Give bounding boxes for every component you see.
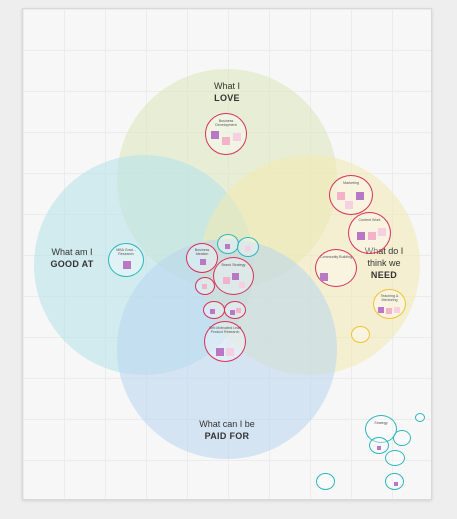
cluster-teal-br-6[interactable] (385, 473, 404, 490)
sticky-note[interactable] (345, 201, 353, 209)
sticky-note[interactable] (202, 284, 207, 289)
need-label: What do I think we NEED (358, 245, 410, 281)
sticky-note[interactable] (245, 246, 250, 251)
good-at-label: What am I GOOD AT (41, 246, 103, 270)
need-line1: What do I (364, 246, 404, 256)
paid-label: What can I be PAID FOR (191, 418, 263, 442)
sticky-note[interactable] (216, 348, 224, 356)
sticky-note[interactable] (222, 137, 230, 145)
sticky-note[interactable] (378, 307, 384, 313)
cluster-teal-bottom-left[interactable] (316, 473, 335, 490)
cluster-label: Content Work (358, 218, 381, 222)
sticky-note[interactable] (210, 309, 215, 314)
cluster-content-work[interactable]: Content Work (348, 212, 391, 254)
cluster-brand-strategy[interactable]: Brand Strategy (213, 257, 254, 295)
sticky-note[interactable] (239, 282, 245, 288)
need-line2: think we (367, 258, 401, 268)
sticky-note[interactable] (357, 232, 365, 240)
sticky-note[interactable] (226, 348, 234, 356)
sticky-note[interactable] (225, 244, 230, 249)
sticky-note[interactable] (123, 261, 131, 269)
sticky-note[interactable] (386, 308, 392, 314)
sticky-note[interactable] (320, 273, 328, 281)
cluster-creative[interactable] (224, 301, 246, 319)
cluster-small-red-left[interactable] (195, 277, 215, 295)
cluster-label: Community Building (320, 255, 352, 259)
cluster-label: Teaching & Mentoring (380, 294, 399, 303)
sticky-note[interactable] (394, 482, 398, 486)
cluster-self-motivated[interactable]: Self-Motivated Lead Product Research (204, 321, 246, 362)
cluster-small-teal-right[interactable] (237, 237, 259, 257)
sticky-note[interactable] (233, 133, 241, 141)
sticky-note[interactable] (337, 192, 345, 200)
need-line3: NEED (370, 270, 398, 280)
sticky-note[interactable] (236, 308, 241, 313)
cluster-teal-br-5[interactable] (415, 413, 425, 422)
sticky-note[interactable] (223, 277, 230, 284)
cluster-teal-br-3[interactable] (369, 437, 389, 454)
love-label: What I LOVE (201, 80, 253, 104)
cluster-label: MBA Grad... Research (116, 248, 136, 257)
cluster-community-building[interactable]: Community Building (315, 249, 357, 287)
cluster-label: Marketing (343, 181, 359, 185)
sticky-note[interactable] (368, 232, 376, 240)
cluster-teal-br-4[interactable] (385, 450, 405, 466)
cluster-business-development[interactable]: Business Development (205, 113, 247, 155)
sticky-note[interactable] (200, 259, 206, 265)
love-line2: LOVE (214, 93, 240, 103)
cluster-team-operations[interactable] (203, 301, 225, 319)
sticky-note[interactable] (377, 446, 381, 450)
cluster-label: Business Ideation (194, 248, 210, 257)
cluster-teal-br-2[interactable] (393, 430, 411, 446)
sticky-note[interactable] (378, 228, 386, 236)
sticky-note[interactable] (394, 307, 400, 313)
cluster-label: Business Development (215, 119, 237, 128)
good-at-line2: GOOD AT (50, 259, 94, 269)
cluster-marketing[interactable]: Marketing (329, 175, 373, 215)
love-line1: What I (213, 81, 240, 91)
cluster-label: Self-Motivated Lead Product Research (209, 326, 241, 335)
paid-line2: PAID FOR (204, 431, 250, 441)
paid-line1: What can I be (199, 419, 255, 429)
cluster-teaching[interactable]: Teaching & Mentoring (373, 289, 406, 319)
sticky-note[interactable] (211, 131, 219, 139)
good-at-line1: What am I (51, 247, 93, 257)
cluster-small-teal[interactable] (217, 234, 239, 254)
sticky-note[interactable] (356, 192, 364, 200)
cluster-label: Brand Strategy (221, 263, 246, 267)
cluster-small-yellow[interactable] (351, 326, 370, 343)
whiteboard-canvas[interactable]: What I LOVE What am I GOOD AT What do I … (22, 8, 432, 500)
sticky-note[interactable] (230, 310, 235, 315)
cluster-label: Strategy (374, 421, 388, 425)
cluster-business-ideation[interactable]: Business Ideation (186, 243, 218, 273)
sticky-note[interactable] (232, 273, 239, 280)
cluster-research[interactable]: MBA Grad... Research (108, 243, 144, 277)
